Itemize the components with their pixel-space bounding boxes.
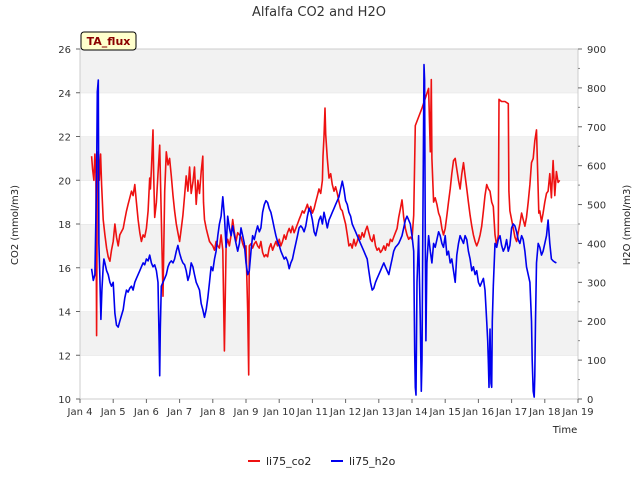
x-tick-label: Jan 18 [528, 407, 560, 418]
y-left-tick-label: 10 [58, 395, 71, 406]
y-axis-left-title: CO2 (mmol/m3) [10, 185, 21, 265]
series-layer [90, 63, 561, 398]
grid-band [80, 267, 578, 312]
chart-title: Alfalfa CO2 and H2O [252, 5, 386, 20]
grid-band [80, 224, 578, 268]
x-tick-label: Jan 6 [133, 407, 159, 418]
y-axis-right-title: H2O (mmol/m3) [622, 185, 633, 266]
x-axis: Jan 4 Jan 5 Jan 6 Jan 7 Jan 8 Jan 9 Jan 10 Jan … [67, 399, 594, 418]
y-right-tick-label: 100 [587, 356, 606, 367]
grid-band [80, 92, 578, 137]
x-tick-label: Jan 11 [296, 407, 328, 418]
grid-band [80, 355, 578, 399]
y-left-tick-label: 14 [58, 308, 71, 319]
legend: li75_co2 li75_h2o [248, 455, 396, 468]
x-tick-label: Jan 15 [429, 407, 461, 418]
x-tick-label: Jan 10 [263, 407, 295, 418]
y-right-tick-label: 0 [587, 395, 593, 406]
y-left-tick-label: 26 [58, 45, 71, 56]
x-tick-label: Jan 7 [166, 407, 192, 418]
y-right-tick-label: 300 [587, 278, 606, 289]
y-right-tick-label: 200 [587, 317, 606, 328]
y-right-tick-label: 700 [587, 123, 606, 134]
x-tick-label: Jan 16 [462, 407, 494, 418]
grid-band [80, 180, 578, 224]
y-right-tick-label: 800 [587, 84, 606, 95]
y-axis-left: 10 12 14 16 18 20 22 24 26 [58, 45, 80, 406]
y-right-tick-label: 600 [587, 162, 606, 173]
legend-label-h2o: li75_h2o [349, 455, 396, 468]
y-left-tick-label: 12 [58, 351, 71, 362]
series-line-li75_h2o [90, 63, 557, 398]
y-left-tick-label: 16 [58, 264, 71, 275]
x-tick-label: Jan 9 [233, 407, 259, 418]
x-axis-title: Time [552, 425, 577, 436]
grid-band [80, 311, 578, 356]
x-tick-label: Jan 8 [199, 407, 225, 418]
x-tick-label: Jan 5 [100, 407, 126, 418]
y-right-tick-label: 900 [587, 45, 606, 56]
y-left-tick-label: 24 [58, 89, 71, 100]
x-tick-label: Jan 4 [67, 407, 93, 418]
legend-item-co2: li75_co2 [248, 455, 311, 468]
y-axis-right: 0 100 200 300 400 500 600 700 800 900 [578, 45, 606, 406]
y-right-tick-label: 400 [587, 239, 606, 250]
y-left-tick-label: 22 [58, 133, 71, 144]
x-tick-label: Jan 14 [395, 407, 427, 418]
x-tick-label: Jan 13 [362, 407, 394, 418]
legend-label-co2: li75_co2 [266, 455, 311, 468]
grid-band [80, 49, 578, 93]
y-left-tick-label: 18 [58, 220, 71, 231]
x-tick-label: Jan 12 [329, 407, 361, 418]
y-left-tick-label: 20 [58, 176, 71, 187]
badge-label: TA_flux [87, 35, 131, 48]
legend-item-h2o: li75_h2o [331, 455, 396, 468]
y-right-tick-label: 500 [587, 201, 606, 212]
ta-flux-badge: TA_flux [80, 31, 137, 51]
x-tick-label: Jan 19 [561, 407, 593, 418]
x-tick-label: Jan 17 [495, 407, 527, 418]
badge-box [80, 31, 137, 51]
